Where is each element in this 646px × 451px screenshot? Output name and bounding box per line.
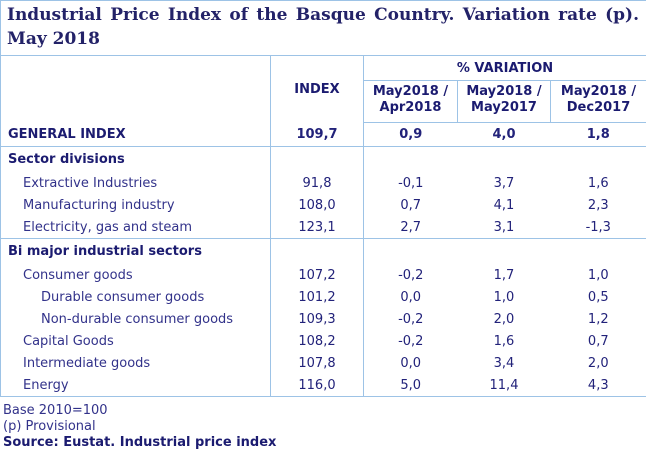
variation-value: 1,7: [458, 265, 551, 287]
row-label: Bi major industrial sectors: [1, 239, 271, 265]
variation-value: 0,5: [551, 287, 646, 309]
index-value: 108,2: [271, 331, 364, 353]
row-label: Manufacturing industry: [1, 195, 271, 217]
row-label: Durable consumer goods: [1, 287, 271, 309]
index-value: [271, 239, 364, 265]
index-value: 116,0: [271, 375, 364, 397]
variation-value: 1,0: [551, 265, 646, 287]
variation-value: 0,7: [364, 195, 458, 217]
variation-value: -0,2: [364, 309, 458, 331]
table-row: Sector divisions: [1, 147, 646, 173]
variation-value: 4,0: [458, 123, 551, 147]
variation-value: [551, 239, 646, 265]
variation-value: 3,4: [458, 353, 551, 375]
row-label: GENERAL INDEX: [1, 123, 271, 147]
footnotes: Base 2010=100 (p) Provisional Source: Eu…: [3, 403, 646, 451]
variation-value: -0,2: [364, 331, 458, 353]
header-row-group: INDEX % VARIATION: [1, 56, 646, 81]
corner-cell: [1, 56, 271, 123]
index-column-header: INDEX: [271, 56, 364, 123]
variation-value: 0,0: [364, 353, 458, 375]
row-label: Capital Goods: [1, 331, 271, 353]
footnote-provisional: (p) Provisional: [3, 419, 646, 435]
variation-value: 3,7: [458, 173, 551, 195]
variation-value: 0,0: [364, 287, 458, 309]
index-value: 107,8: [271, 353, 364, 375]
variation-value: 0,7: [551, 331, 646, 353]
variation-value: 2,3: [551, 195, 646, 217]
row-label: Non-durable consumer goods: [1, 309, 271, 331]
variation-value: 3,1: [458, 217, 551, 239]
variation-group-header: % VARIATION: [364, 56, 646, 81]
price-index-table: Industrial Price Index of the Basque Cou…: [0, 0, 646, 397]
column-header-may2018-dec2017: May2018 / Dec2017: [551, 81, 646, 123]
row-label: Sector divisions: [1, 147, 271, 173]
row-label: Extractive Industries: [1, 173, 271, 195]
variation-value: 4,1: [458, 195, 551, 217]
index-value: 101,2: [271, 287, 364, 309]
variation-value: 1,0: [458, 287, 551, 309]
variation-value: 0,9: [364, 123, 458, 147]
row-label: Intermediate goods: [1, 353, 271, 375]
index-value: 107,2: [271, 265, 364, 287]
column-header-may2018-may2017: May2018 / May2017: [458, 81, 551, 123]
variation-value: [551, 147, 646, 173]
variation-value: [458, 147, 551, 173]
variation-value: 2,0: [458, 309, 551, 331]
index-value: [271, 147, 364, 173]
variation-value: 1,6: [551, 173, 646, 195]
column-header-may2018-apr2018: May2018 / Apr2018: [364, 81, 458, 123]
table-title: Industrial Price Index of the Basque Cou…: [1, 1, 646, 56]
variation-value: 1,6: [458, 331, 551, 353]
variation-value: 2,0: [551, 353, 646, 375]
variation-value: 2,7: [364, 217, 458, 239]
row-label: Electricity, gas and steam: [1, 217, 271, 239]
source-note: Source: Eustat. Industrial price index: [3, 435, 646, 451]
index-value: 109,7: [271, 123, 364, 147]
variation-value: [364, 239, 458, 265]
index-value: 109,3: [271, 309, 364, 331]
table-row: Bi major industrial sectors: [1, 239, 646, 265]
variation-value: 4,3: [551, 375, 646, 397]
variation-value: 5,0: [364, 375, 458, 397]
footnote-base: Base 2010=100: [3, 403, 646, 419]
index-value: 108,0: [271, 195, 364, 217]
title-row: Industrial Price Index of the Basque Cou…: [1, 1, 646, 56]
index-value: 123,1: [271, 217, 364, 239]
index-value: 91,8: [271, 173, 364, 195]
variation-value: [364, 147, 458, 173]
variation-value: [458, 239, 551, 265]
variation-value: -1,3: [551, 217, 646, 239]
variation-value: 1,8: [551, 123, 646, 147]
row-label: Consumer goods: [1, 265, 271, 287]
variation-value: 1,2: [551, 309, 646, 331]
row-label: Energy: [1, 375, 271, 397]
variation-value: -0,1: [364, 173, 458, 195]
variation-value: 11,4: [458, 375, 551, 397]
variation-value: -0,2: [364, 265, 458, 287]
